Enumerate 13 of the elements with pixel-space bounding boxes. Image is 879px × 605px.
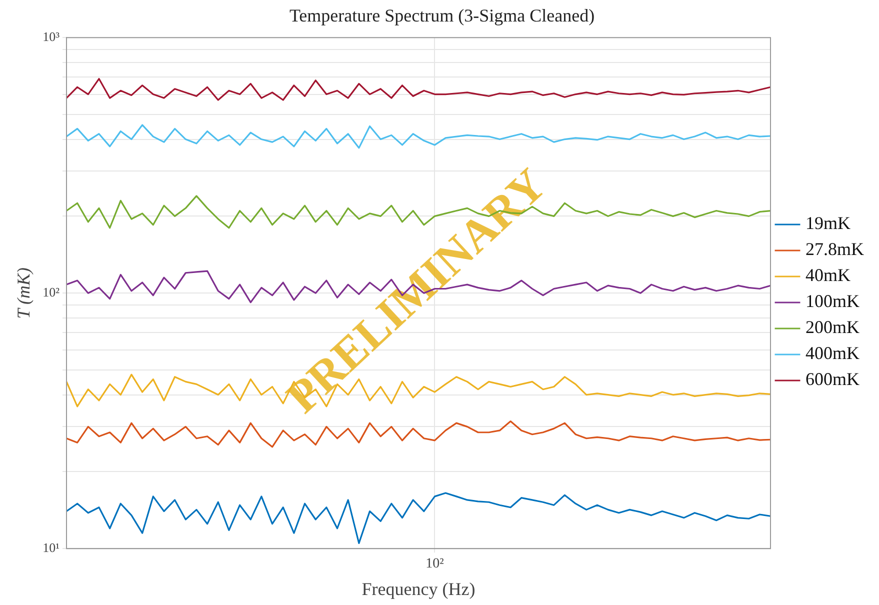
y-tick-label: 10¹: [42, 540, 60, 556]
y-tick-label: 10³: [42, 29, 60, 44]
legend-label: 100mK: [806, 291, 860, 312]
legend-label: 200mK: [806, 317, 860, 338]
legend-label: 40mK: [806, 265, 850, 286]
legend-label: 19mK: [806, 213, 850, 234]
legend-label: 27.8mK: [806, 239, 864, 260]
legend-label: 600mK: [806, 369, 860, 390]
y-tick-label: 10²: [42, 284, 60, 300]
y-axis-title: T (mK): [14, 268, 34, 319]
legend-label: 400mK: [806, 343, 860, 364]
chart-title: Temperature Spectrum (3-Sigma Cleaned): [289, 6, 595, 26]
x-axis-title: Frequency (Hz): [362, 578, 476, 599]
